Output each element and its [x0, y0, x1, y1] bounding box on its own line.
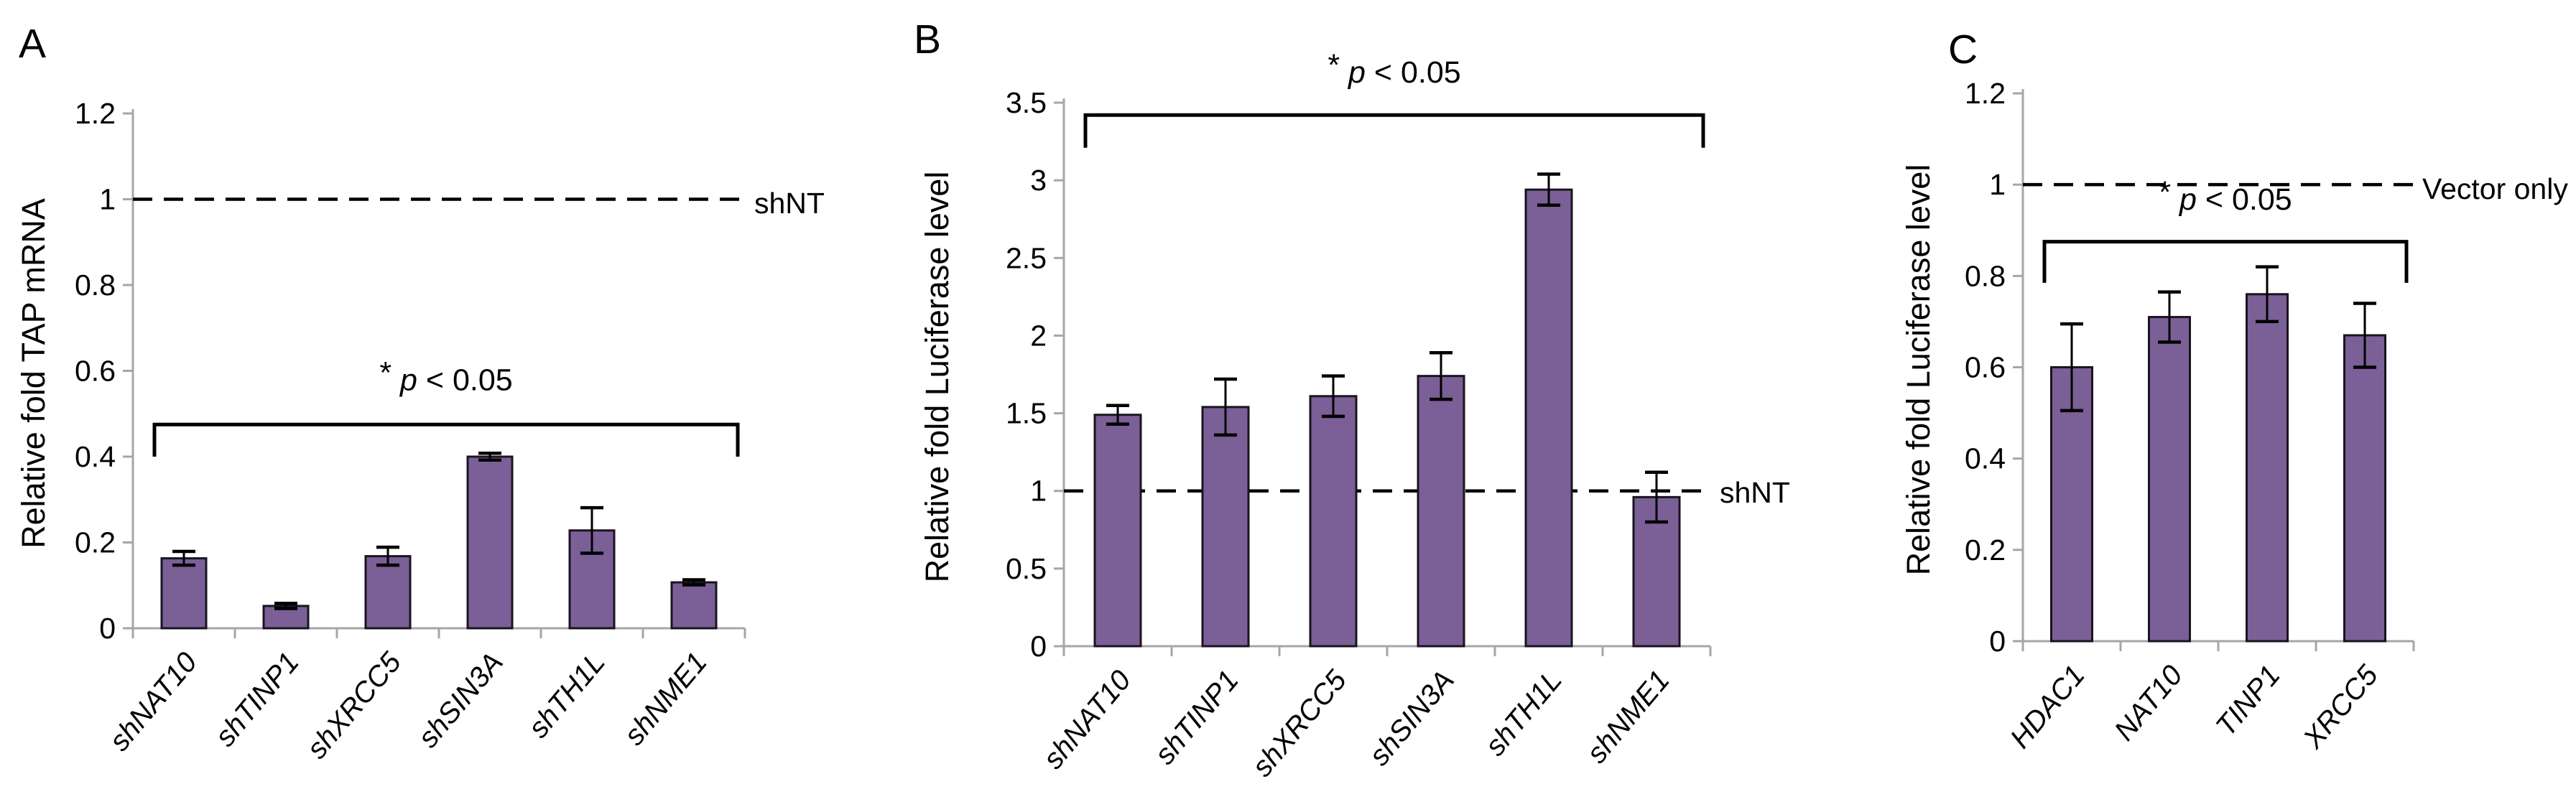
y-tick-label: 1.5 — [1006, 397, 1047, 430]
y-tick-label: 1 — [1030, 475, 1047, 508]
x-category-label: TINP1 — [2210, 660, 2287, 742]
x-category-label: shTH1L — [522, 647, 611, 745]
y-tick-label: 0 — [1030, 630, 1047, 663]
x-category-label: shSIN3A — [412, 647, 509, 754]
reference-line-label: Vector only — [2422, 172, 2568, 205]
significance-text: * p < 0.05 — [379, 355, 512, 397]
y-axis-title: Relative fold Luciferase level — [1900, 164, 1937, 576]
y-tick-label: 3.5 — [1006, 86, 1047, 119]
x-category-label: shTH1L — [1479, 665, 1568, 763]
bar — [466, 455, 514, 630]
y-tick-label: 1.2 — [75, 97, 116, 130]
y-tick-label: 3 — [1030, 164, 1047, 197]
panel-letter: A — [19, 21, 46, 67]
reference-line-label: shNT — [754, 187, 825, 220]
plot-area: 0 0.2 0.4 0.6 0.8 1 1.2 * p < 0.05 shNAT10 shTINP… — [75, 97, 746, 765]
significance-text: * p < 0.05 — [1328, 48, 1460, 90]
x-category-label: shNME1 — [618, 647, 713, 752]
plot-area: 0 0.2 0.4 0.6 0.8 1 1.2 * p < 0.05 HDAC1 NAT10 TIN… — [1965, 77, 2415, 755]
y-tick-label: 0.4 — [1965, 442, 2006, 475]
x-category-label: shSIN3A — [1363, 665, 1460, 772]
x-category-label: shNME1 — [1581, 665, 1676, 770]
x-category-label: shNAT10 — [1037, 665, 1137, 775]
bar — [2246, 293, 2289, 643]
panel-c: C Relative fold Luciferase level Vector … — [1868, 0, 2576, 802]
x-category-label: shXRCC5 — [1246, 664, 1353, 783]
y-tick-label: 0.8 — [1965, 259, 2006, 292]
significance-bracket — [1083, 113, 1705, 148]
bar — [1417, 375, 1465, 648]
panel-letter: B — [914, 17, 941, 62]
y-tick-label: 0.8 — [75, 269, 116, 302]
significance-bracket — [2042, 240, 2409, 283]
x-category-label: shNAT10 — [103, 647, 203, 757]
y-tick-label: 1 — [99, 183, 116, 216]
bar — [2050, 366, 2093, 643]
bar — [1201, 406, 1250, 648]
y-tick-label: 0.5 — [1006, 552, 1047, 585]
y-tick-label: 1 — [1989, 168, 2006, 201]
bar — [364, 555, 412, 630]
y-tick-label: 2.5 — [1006, 241, 1047, 274]
x-category-label: shXRCC5 — [301, 646, 407, 765]
bar — [1309, 395, 1358, 648]
y-tick-label: 0.6 — [75, 355, 116, 388]
y-tick-label: 0.6 — [1965, 351, 2006, 384]
bar — [670, 581, 718, 630]
significance-text: * p < 0.05 — [2159, 175, 2292, 217]
x-category-label: NAT10 — [2108, 660, 2189, 747]
y-tick-label: 1.2 — [1965, 77, 2006, 110]
y-axis-title: Relative fold Luciferase level — [919, 172, 955, 583]
bar — [160, 557, 208, 630]
bar — [568, 529, 616, 630]
y-tick-label: 0 — [99, 612, 116, 645]
y-tick-label: 0.2 — [1965, 533, 2006, 566]
bar — [1093, 414, 1142, 648]
bar — [2343, 334, 2386, 643]
y-tick-label: 0.4 — [75, 440, 116, 473]
bar — [1524, 188, 1573, 648]
panel-b-chart: B Relative fold Luciferase level shNT 00… — [914, 17, 1790, 783]
y-axis-title: Relative fold TAP mRNA — [15, 198, 52, 549]
panel-a: A Relative fold TAP mRNA shNT 0 0.2 0.4 0.6… — [0, 0, 862, 802]
y-tick-label: 0 — [1989, 625, 2006, 658]
panel-letter: C — [1948, 27, 1978, 73]
panel-c-chart: C Relative fold Luciferase level Vector … — [1900, 27, 2568, 755]
significance-bracket — [152, 422, 740, 457]
panel-a-chart: A Relative fold TAP mRNA shNT 0 0.2 0.4 0.6… — [15, 21, 825, 765]
y-tick-label: 0.2 — [75, 526, 116, 559]
bar — [2148, 316, 2191, 643]
x-category-label: XRCC5 — [2297, 659, 2384, 755]
reference-line-label: shNT — [1720, 476, 1790, 509]
x-category-label: HDAC1 — [2004, 660, 2091, 755]
y-tick-label: 2 — [1030, 319, 1047, 352]
x-category-label: shTINP1 — [209, 647, 305, 752]
x-category-label: shTINP1 — [1149, 665, 1245, 770]
plot-area: 0 0.5 1 1.5 2 2.5 3 3.5 * p < 0.05 shNAT10 shTINP1… — [1006, 48, 1712, 783]
